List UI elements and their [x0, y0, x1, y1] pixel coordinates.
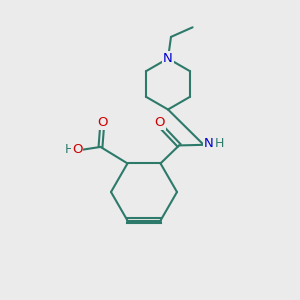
Text: N: N	[163, 52, 173, 65]
Text: O: O	[72, 143, 82, 156]
Text: N: N	[204, 137, 214, 150]
Text: O: O	[154, 116, 165, 129]
Text: H: H	[65, 143, 74, 156]
Text: O: O	[97, 116, 108, 128]
Text: H: H	[215, 137, 225, 150]
